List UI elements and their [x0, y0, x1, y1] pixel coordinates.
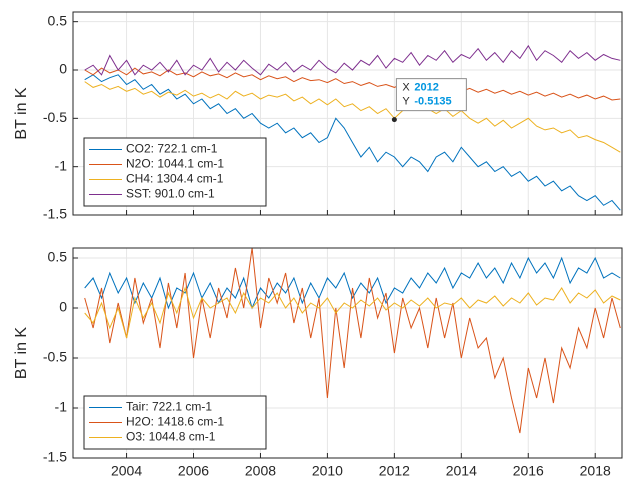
y-tick-label: -1.5	[43, 206, 67, 222]
x-tick-label: 2006	[178, 463, 209, 479]
axes-box	[72, 11, 623, 216]
data-line	[84, 286, 621, 339]
y-tick-label: -1	[55, 399, 68, 415]
data-line	[84, 256, 621, 310]
legend-label: H2O: 1418.6 cm-1	[126, 415, 224, 429]
x-tick-label: 2004	[111, 463, 142, 479]
y-tick-label: 0.5	[48, 12, 68, 28]
legend-label: N2O: 1044.1 cm-1	[126, 157, 224, 171]
y-tick-label: 0	[59, 299, 67, 315]
x-tick-label: 2014	[446, 463, 477, 479]
axes: -1.5 -1 -0.5 0 0.5 BT in K CO2: 722.1 cm-1N2O:…	[13, 11, 623, 222]
y-tick-label: 0.5	[48, 249, 68, 265]
legend-label: O3: 1044.8 cm-1	[126, 430, 216, 444]
axes-box	[72, 247, 623, 459]
axes: 2004 2006 2008 2010 2012 2014 2016 2018 -1.5 -1 -0…	[13, 247, 623, 479]
datatip: X 2012 Y -0.5135	[391, 78, 467, 123]
x-tick-label: 2016	[513, 463, 544, 479]
legend-label: Tair: 722.1 cm-1	[126, 400, 212, 414]
data-line	[84, 81, 621, 153]
data-line	[84, 44, 621, 76]
datatip-y-label: Y	[402, 96, 410, 108]
data-line	[84, 67, 621, 101]
x-tick-label: 2012	[379, 463, 410, 479]
y-axis-label: BT in K	[13, 327, 30, 380]
x-tick-label: 2010	[312, 463, 343, 479]
legend-label: CO2: 722.1 cm-1	[126, 142, 218, 156]
datatip-x-value: 2012	[414, 82, 438, 94]
y-tick-label: 0	[59, 61, 67, 77]
datatip-point	[391, 117, 397, 123]
y-tick-label: -1.5	[43, 449, 67, 465]
y-tick-label: -0.5	[43, 109, 67, 125]
data-line	[84, 74, 621, 211]
data-line	[84, 247, 621, 434]
y-tick-label: -0.5	[43, 349, 67, 365]
legend-label: SST: 901.0 cm-1	[126, 187, 215, 201]
y-tick-label: -1	[55, 157, 68, 173]
y-axis-label: BT in K	[13, 87, 30, 140]
x-tick-label: 2018	[580, 463, 611, 479]
x-tick-label: 2008	[245, 463, 276, 479]
datatip-x-label: X	[402, 82, 410, 94]
datatip-y-value: -0.5135	[414, 96, 451, 108]
legend-label: CH4: 1304.4 cm-1	[126, 172, 224, 186]
datatip-box	[395, 78, 467, 112]
